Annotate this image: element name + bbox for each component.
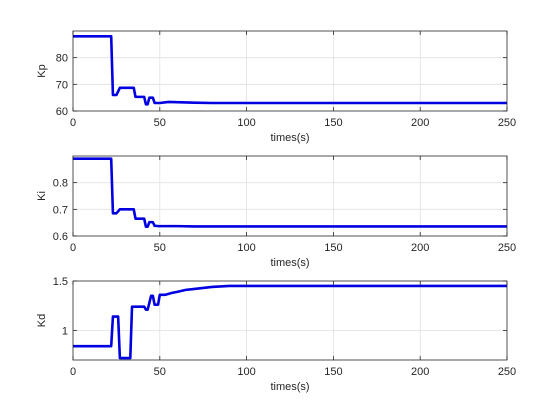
series-line <box>73 157 507 228</box>
y-tick-label: 1.5 <box>53 276 68 288</box>
x-tick-label: 250 <box>498 117 516 129</box>
x-axis-label: times(s) <box>270 381 309 393</box>
x-tick-label: 200 <box>411 242 429 254</box>
x-tick-label: 50 <box>154 117 166 129</box>
y-axis-label: Ki <box>36 191 48 201</box>
x-tick-label: 100 <box>237 366 255 378</box>
x-tick-label: 0 <box>70 366 76 378</box>
plot-area <box>73 156 507 236</box>
x-tick-label: 250 <box>498 242 516 254</box>
y-tick-label: 0.6 <box>53 231 68 243</box>
x-tick-label: 150 <box>324 117 342 129</box>
x-axis-label: times(s) <box>270 132 309 144</box>
x-axis-label: times(s) <box>270 257 309 269</box>
plot-area <box>73 281 507 360</box>
axes-box <box>72 155 508 237</box>
subplot-ki: 0 50 100 150 200 250 0.6 0.7 0.8 times(s) Ki <box>36 155 516 269</box>
y-axis-label: Kd <box>36 314 48 327</box>
x-tick-label: 0 <box>70 242 76 254</box>
series-line <box>73 35 507 106</box>
subplot-kp: 0 50 100 150 200 250 60 70 80 times(s) Kp <box>36 30 516 144</box>
plot-area <box>73 31 507 111</box>
x-tick-label: 150 <box>324 242 342 254</box>
series-line <box>73 284 507 360</box>
x-tick-label: 200 <box>411 366 429 378</box>
x-tick-label: 100 <box>237 117 255 129</box>
axes-box <box>72 30 508 112</box>
y-tick-label: 0.7 <box>53 204 68 216</box>
y-tick-label: 70 <box>56 79 68 91</box>
y-tick-label: 1 <box>62 325 68 337</box>
subplot-kd: 0 50 100 150 200 250 1 1.5 times(s) Kd <box>36 276 516 393</box>
x-tick-label: 50 <box>154 242 166 254</box>
x-tick-label: 50 <box>154 366 166 378</box>
x-tick-label: 0 <box>70 117 76 129</box>
y-tick-label: 0.8 <box>53 178 68 190</box>
x-tick-label: 200 <box>411 117 429 129</box>
x-tick-label: 250 <box>498 366 516 378</box>
y-tick-label: 80 <box>56 53 68 65</box>
x-tick-label: 150 <box>324 366 342 378</box>
axes-box <box>72 280 508 361</box>
y-axis-label: Kp <box>36 64 48 77</box>
x-tick-label: 100 <box>237 242 255 254</box>
y-tick-label: 60 <box>56 106 68 118</box>
